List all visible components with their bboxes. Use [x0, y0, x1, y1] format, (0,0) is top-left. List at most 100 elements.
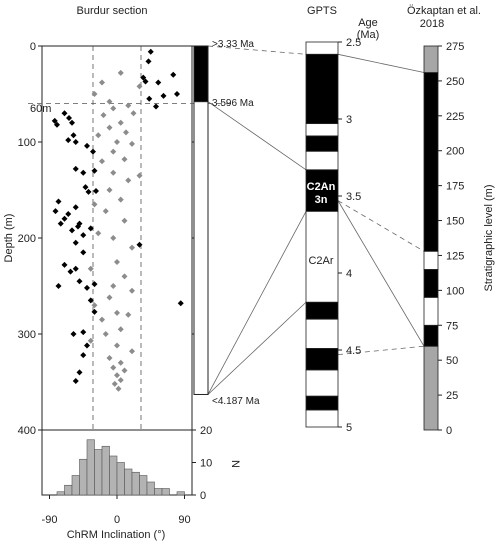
histogram-bar	[116, 462, 125, 496]
normal-point	[91, 281, 98, 288]
age-tick-label: 3.5	[346, 191, 361, 203]
histogram-bar	[131, 471, 140, 496]
normal-point	[87, 225, 94, 232]
reversed-point	[110, 169, 117, 176]
gpts-reversed-segment	[305, 409, 339, 428]
reversed-point	[99, 316, 105, 323]
histogram-panel: 0 10 20 -90 0 90	[41, 425, 213, 526]
normal-point	[80, 329, 87, 336]
age-axis-label-line2: (Ma)	[357, 29, 380, 41]
reversed-point	[114, 309, 120, 316]
gpts-reversed-segment	[305, 150, 339, 171]
reversed-point	[95, 132, 102, 139]
histogram-bar	[176, 491, 185, 496]
burdur-reversed-segment	[193, 101, 209, 395]
ozkaptan-uncertain-segment	[423, 45, 439, 73]
ozkaptan-title-line2: 2018	[420, 18, 444, 30]
age-mid-label: 3.596 Ma	[212, 98, 254, 109]
reversed-point	[99, 79, 105, 86]
chron-c2an-line2: 3n	[315, 194, 328, 206]
reversed-point	[114, 372, 120, 379]
reversed-point	[102, 331, 109, 337]
reversed-point	[117, 69, 124, 76]
reversed-point	[125, 102, 132, 109]
age-tick-label: 5	[346, 422, 352, 434]
strat-tick-label: 75	[446, 320, 458, 332]
histogram-bar	[86, 439, 95, 496]
normal-point	[160, 92, 167, 99]
normal-point	[65, 137, 72, 144]
gpts-reversed-segment	[305, 318, 339, 349]
reversed-point	[87, 265, 94, 272]
histogram-bar	[146, 481, 155, 496]
reversed-point	[106, 187, 113, 193]
normal-point	[93, 187, 99, 194]
normal-point	[147, 48, 154, 55]
normal-point	[55, 198, 62, 205]
reversed-point	[117, 359, 124, 366]
reversed-point	[121, 156, 128, 163]
normal-point	[52, 208, 59, 215]
histogram-bar	[154, 488, 163, 496]
normal-point	[84, 342, 90, 349]
gpts-normal-segment	[305, 53, 339, 125]
inclination-tick-label: 0	[114, 514, 120, 526]
ozkaptan-reversed-segment	[423, 296, 439, 326]
normal-point	[84, 284, 90, 291]
strat-tick-label: 125	[446, 250, 464, 262]
strat-tick-label: 250	[446, 76, 464, 88]
reversed-point	[110, 105, 117, 112]
gpts-normal-segment	[305, 169, 339, 212]
normal-point	[80, 352, 87, 359]
n-tick-label: 20	[200, 425, 212, 437]
normal-point	[72, 239, 79, 246]
reversed-point	[125, 177, 132, 184]
reversed-point	[117, 196, 124, 203]
burdur-polarity-column	[193, 45, 209, 395]
reversed-point	[102, 208, 109, 215]
age-tick-label: 4	[346, 268, 352, 280]
normal-point	[66, 115, 72, 121]
normal-point	[61, 110, 68, 117]
reversed-point	[129, 244, 135, 251]
normal-point	[91, 167, 98, 174]
normal-point	[153, 103, 159, 110]
depth-tick-label: 200	[18, 233, 36, 245]
reversed-point	[110, 148, 117, 155]
normal-point	[65, 211, 72, 217]
gpts-reversed-segment	[305, 123, 339, 137]
normal-point	[54, 121, 60, 128]
histogram-ticks: 0 10 20 -90 0 90	[42, 425, 213, 526]
ozkaptan-title-line1: Özkaptan et al.	[407, 5, 481, 17]
reversed-point	[129, 140, 135, 147]
n-axis-label: N	[229, 460, 241, 468]
inclination-tick-label: -90	[42, 514, 58, 526]
ozkaptan-normal-segment	[423, 324, 439, 347]
strat-tick-label: 100	[446, 285, 464, 297]
histogram-bar	[161, 488, 170, 496]
histogram-bars	[56, 439, 185, 496]
normal-point	[72, 204, 79, 211]
reversed-point	[100, 112, 107, 119]
strat-tick-label: 225	[446, 111, 464, 123]
normal-point	[170, 71, 177, 78]
age-tick-label: 4.5	[346, 345, 361, 357]
n-tick-label: 0	[200, 490, 206, 502]
normal-point	[72, 139, 79, 145]
histogram-bar	[71, 475, 80, 496]
gpts-normal-segment	[305, 348, 339, 371]
normal-point	[72, 378, 79, 385]
reversed-point	[114, 342, 120, 349]
normal-point	[140, 74, 147, 81]
histogram-bar	[124, 468, 133, 496]
normal-point	[82, 184, 89, 191]
gpts-reversed-segment	[305, 369, 339, 397]
burdur-title: Burdur section	[77, 5, 148, 17]
reversed-point	[111, 380, 118, 387]
histogram-bar	[56, 491, 65, 496]
correlation-line	[337, 200, 425, 347]
reversed-point	[110, 283, 117, 289]
depth-tick-label: 100	[18, 137, 36, 149]
normal-point	[76, 220, 83, 227]
normal-point	[91, 308, 98, 315]
